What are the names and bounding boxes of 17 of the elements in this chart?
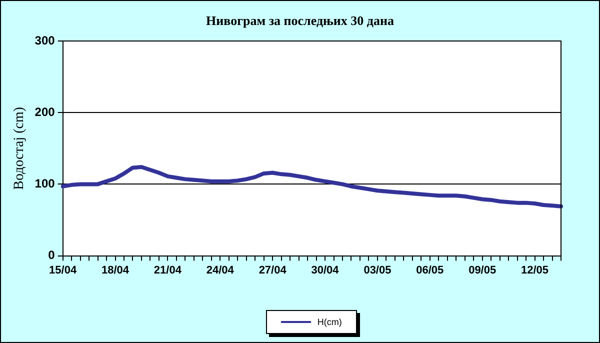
x-tick-label: 03/05	[364, 264, 392, 276]
x-tick-label: 30/04	[311, 264, 340, 276]
x-tick-label: 24/04	[206, 264, 235, 276]
y-tick-label: 300	[34, 33, 56, 48]
y-tick-label: 0	[48, 248, 56, 262]
legend-label: H(cm)	[317, 317, 342, 327]
y-axis-title: Водостај (cm)	[12, 106, 28, 190]
x-tick-label: 06/05	[416, 264, 444, 276]
x-tick-label: 27/04	[258, 264, 288, 276]
x-tick-label: 18/04	[101, 264, 130, 276]
y-tick-label: 200	[34, 104, 56, 119]
x-tick-label: 09/05	[468, 264, 496, 276]
x-tick-label: 12/05	[521, 264, 549, 276]
x-tick-label: 15/04	[49, 264, 78, 276]
y-tick-label: 100	[34, 176, 56, 191]
chart-title: Нивограм за последњих 30 дана	[205, 13, 395, 29]
x-tick-label: 21/04	[154, 264, 182, 276]
